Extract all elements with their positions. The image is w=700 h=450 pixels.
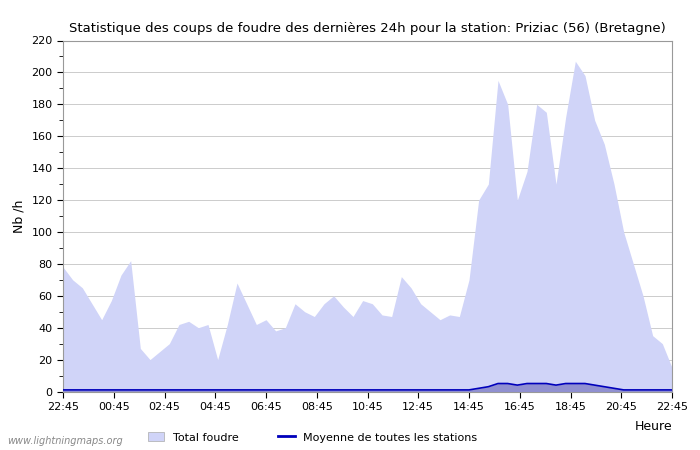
Y-axis label: Nb /h: Nb /h — [13, 199, 26, 233]
Text: Heure: Heure — [634, 419, 672, 432]
Text: www.lightningmaps.org: www.lightningmaps.org — [7, 436, 122, 446]
Title: Statistique des coups de foudre des dernières 24h pour la station: Priziac (56) : Statistique des coups de foudre des dern… — [69, 22, 666, 35]
